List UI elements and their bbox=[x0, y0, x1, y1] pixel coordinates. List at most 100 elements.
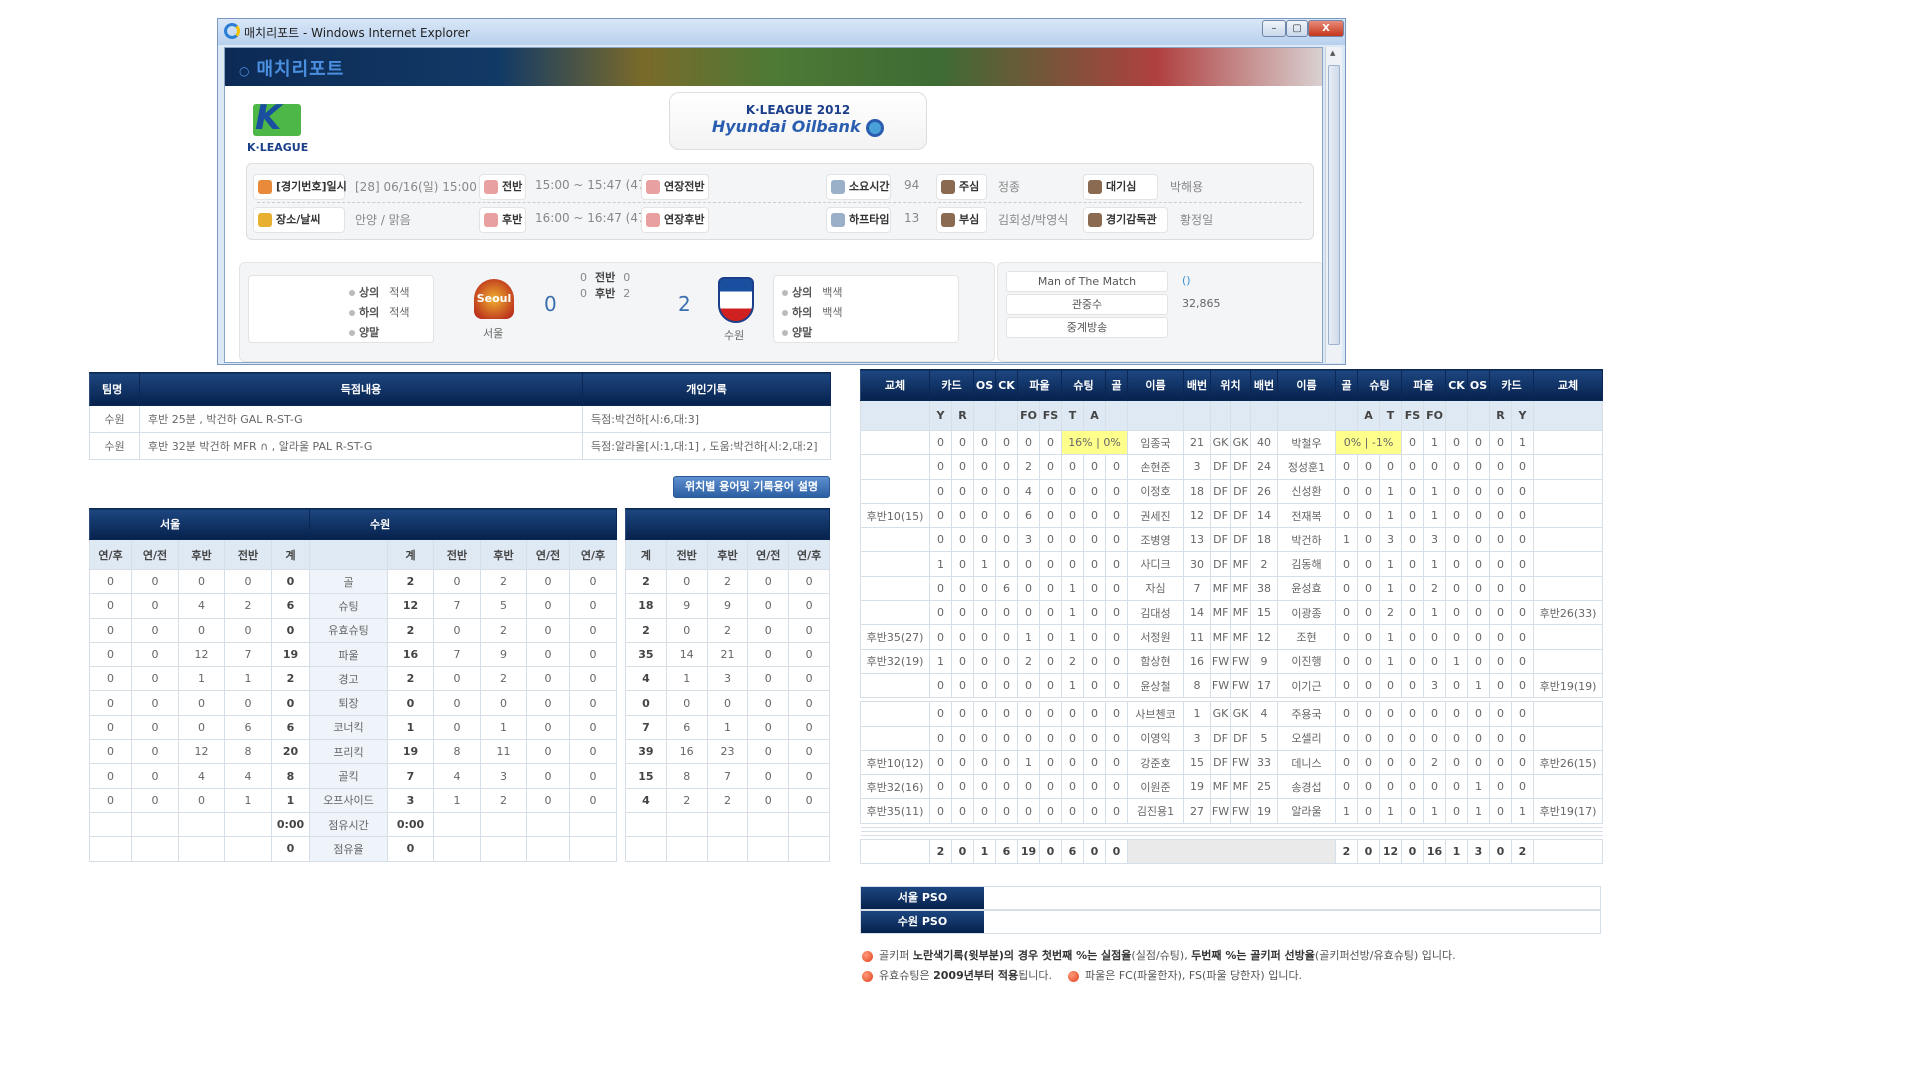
totals-blank bbox=[860, 838, 930, 865]
away-substitution: 후반19(19) bbox=[1533, 672, 1603, 699]
home-player-stat: 0 bbox=[973, 454, 996, 480]
home-player-stat: 1 bbox=[929, 648, 952, 674]
home-player-stat: 0 bbox=[973, 600, 996, 626]
home-stat bbox=[178, 811, 225, 838]
total-stat bbox=[788, 836, 830, 862]
home-player-stat: 0 bbox=[973, 429, 996, 456]
home-stat: 0 bbox=[178, 787, 225, 813]
home-stat: 4 bbox=[178, 763, 225, 789]
total-stat: 0 bbox=[788, 739, 830, 765]
kleague-logo: K K·LEAGUE bbox=[247, 96, 309, 158]
uniform-label: 상의 bbox=[359, 286, 380, 299]
empty-cell bbox=[929, 830, 952, 836]
total-stat: 18 bbox=[625, 593, 667, 619]
stat-row: 0 0 12 7 19 파울 16 7 9 0 0 bbox=[89, 641, 618, 668]
away-player-stat: 0 bbox=[1379, 672, 1402, 699]
away-player-stat: 1 bbox=[1379, 551, 1402, 577]
goal-detail: 후반 25분 , 박건하 GAL R-ST-G bbox=[139, 405, 583, 433]
info-label-text: 연장후반 bbox=[664, 213, 705, 226]
away-stat: 0 bbox=[433, 690, 481, 716]
away-stat: 2 bbox=[387, 568, 434, 595]
vertical-scrollbar[interactable]: ▲ bbox=[1325, 47, 1342, 363]
goals-table: 팀명 득점내용 개인기록 수원 후반 25분 , 박건하 GAL R-ST-G 득점… bbox=[89, 372, 831, 460]
away-player-stat: 0 bbox=[1445, 478, 1468, 504]
glossary-button[interactable]: 위치별 용어및 기록용어 설명 bbox=[673, 476, 830, 498]
title-bar: 매치리포트 - Windows Internet Explorer – ▢ X bbox=[218, 19, 1345, 45]
empty-cell bbox=[1127, 830, 1184, 836]
scroll-up-icon[interactable]: ▲ bbox=[1330, 49, 1336, 57]
home-player-number: 21 bbox=[1183, 429, 1211, 456]
goals-header-row: 팀명 득점내용 개인기록 bbox=[89, 372, 831, 406]
home-stat: 0 bbox=[131, 666, 179, 692]
player-row: 후반32(16) 0 0 0 0 0 0 0 0 0 이원준 19 MF MF 25 송경섭 0 0 0 0 0 0 1 0 0 bbox=[860, 774, 1603, 800]
away-substitution bbox=[1533, 527, 1603, 553]
away-stat: 7 bbox=[387, 763, 434, 789]
home-player-position: MF bbox=[1210, 624, 1231, 650]
away-player-stat: 0 bbox=[1467, 527, 1490, 553]
away-player-stat: 1 bbox=[1335, 527, 1358, 553]
away-total: 1 bbox=[1445, 838, 1468, 865]
away-player-stat: 0 bbox=[1489, 774, 1512, 800]
home-player-stat: 0 bbox=[1083, 648, 1106, 674]
home-player-stat: 0 bbox=[973, 502, 996, 529]
info-label-rainbow-icon: 장소/날씨 bbox=[253, 207, 345, 233]
total-stat: 0 bbox=[747, 568, 790, 595]
total-stat: 21 bbox=[706, 641, 749, 668]
home-stat: 0 bbox=[178, 690, 225, 716]
home-player-stat: 0 bbox=[929, 624, 952, 650]
stat-label: 경고 bbox=[309, 666, 388, 692]
away-player-number: 40 bbox=[1250, 429, 1278, 456]
home-player-stat: 0 bbox=[973, 701, 996, 727]
empty-cell bbox=[973, 830, 996, 836]
col-away-4: 연/후 bbox=[568, 539, 618, 570]
info-label-referee-icon: 대기심 bbox=[1083, 174, 1158, 200]
away-stat: 0 bbox=[526, 763, 570, 789]
home-substitution bbox=[860, 454, 930, 480]
maximize-button[interactable]: ▢ bbox=[1286, 20, 1308, 37]
away-pso-row: 수원 PSO bbox=[860, 910, 1601, 934]
home-player-position: GK bbox=[1210, 701, 1231, 727]
subcol-home: A bbox=[1083, 400, 1106, 431]
page-content: ○ 매치리포트 K K·LEAGUE K·LEAGUE 2012 Hyundai … bbox=[224, 47, 1323, 363]
away-player-stat: 0 bbox=[1335, 502, 1358, 529]
minimize-button[interactable]: – bbox=[1262, 20, 1286, 37]
home-player-position: DF bbox=[1210, 502, 1231, 529]
away-stat: 0 bbox=[568, 690, 618, 716]
away-player-stat: 1 bbox=[1379, 624, 1402, 650]
empty-cell bbox=[951, 830, 974, 836]
dot-icon bbox=[349, 330, 355, 336]
scrollbar-thumb[interactable] bbox=[1328, 65, 1340, 345]
home-player-stat: 0 bbox=[1039, 551, 1062, 577]
away-total: 3 bbox=[1467, 838, 1490, 865]
away-player-stat: 0 bbox=[1423, 454, 1446, 480]
col-away-1: 전반 bbox=[433, 539, 481, 570]
home-player-stat: 0 bbox=[1017, 575, 1040, 602]
away-player-name: 이광종 bbox=[1277, 600, 1336, 626]
info-value: 안양 / 맑음 bbox=[355, 213, 411, 227]
home-player-stat: 0 bbox=[1039, 527, 1062, 553]
season-badge: K·LEAGUE 2012 Hyundai Oilbank bbox=[669, 92, 927, 150]
home-player-name: 서정원 bbox=[1127, 624, 1184, 650]
away-player-stat: 0 bbox=[1357, 774, 1380, 800]
close-button[interactable]: X bbox=[1308, 20, 1344, 37]
total-row: 39 16 23 0 0 bbox=[625, 739, 830, 765]
empty-row bbox=[860, 830, 1603, 836]
stat-row: 0 점유율 0 bbox=[89, 836, 618, 862]
total-stat: 7 bbox=[625, 714, 667, 741]
home-stat: 0 bbox=[178, 714, 225, 741]
note-text: (실점/슈팅), bbox=[1131, 949, 1192, 962]
home-player-number: 12 bbox=[1183, 502, 1211, 529]
home-player-stat: 1 bbox=[1061, 624, 1084, 650]
home-player-stat: 4 bbox=[1017, 478, 1040, 504]
home-player-stat: 1 bbox=[973, 551, 996, 577]
player-row: 후반32(19) 1 0 0 0 2 0 2 0 0 함상현 16 FW FW 9 이진행 0 0 1 0 0 1 0 0 0 bbox=[860, 648, 1603, 674]
away-stat: 2 bbox=[387, 666, 434, 692]
stat-label: 퇴장 bbox=[309, 690, 388, 716]
home-player-stat: 0 bbox=[1039, 429, 1062, 456]
home-player-stat: 0 bbox=[1083, 600, 1106, 626]
away-player-stat: 0 bbox=[1401, 774, 1424, 800]
home-player-stat: 0 bbox=[995, 672, 1018, 699]
uniform-value: 백색 bbox=[822, 286, 843, 299]
away-player-stat: 0 bbox=[1357, 575, 1380, 602]
away-stat: 0 bbox=[568, 617, 618, 643]
